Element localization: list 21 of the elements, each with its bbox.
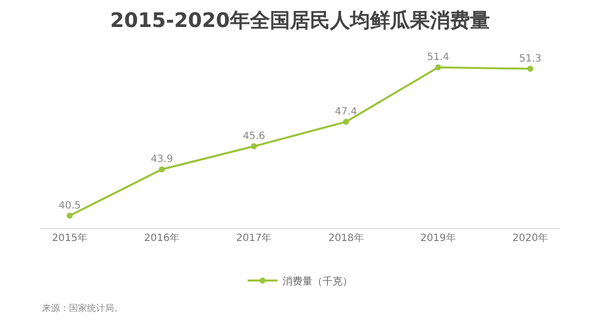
x-tick-label: 2020年: [512, 232, 548, 244]
x-tick-label: 2016年: [144, 232, 180, 244]
data-label: 47.4: [334, 106, 358, 118]
data-label: 45.6: [242, 131, 266, 142]
point: [435, 64, 442, 70]
x-tick-label: 2017年: [236, 232, 272, 244]
data-label: 51.4: [427, 52, 450, 64]
source-note: 来源：国家统计局。: [42, 303, 123, 314]
legend-label: 消费量（千克）: [282, 275, 352, 288]
data-label: 51.3: [519, 54, 542, 65]
x-tick-label: 2019年: [420, 232, 456, 244]
x-tick-label: 2015年: [52, 232, 88, 244]
x-tick-label: 2018年: [328, 232, 364, 244]
point: [250, 143, 257, 150]
data-label: 40.5: [58, 200, 81, 212]
point: [527, 66, 534, 72]
point: [158, 166, 165, 172]
data-label: 43.9: [150, 154, 173, 166]
point: [343, 118, 350, 125]
chart-title: 2015-2020年全国居民人均鲜瓜果消费量: [110, 8, 490, 32]
point: [66, 212, 73, 219]
